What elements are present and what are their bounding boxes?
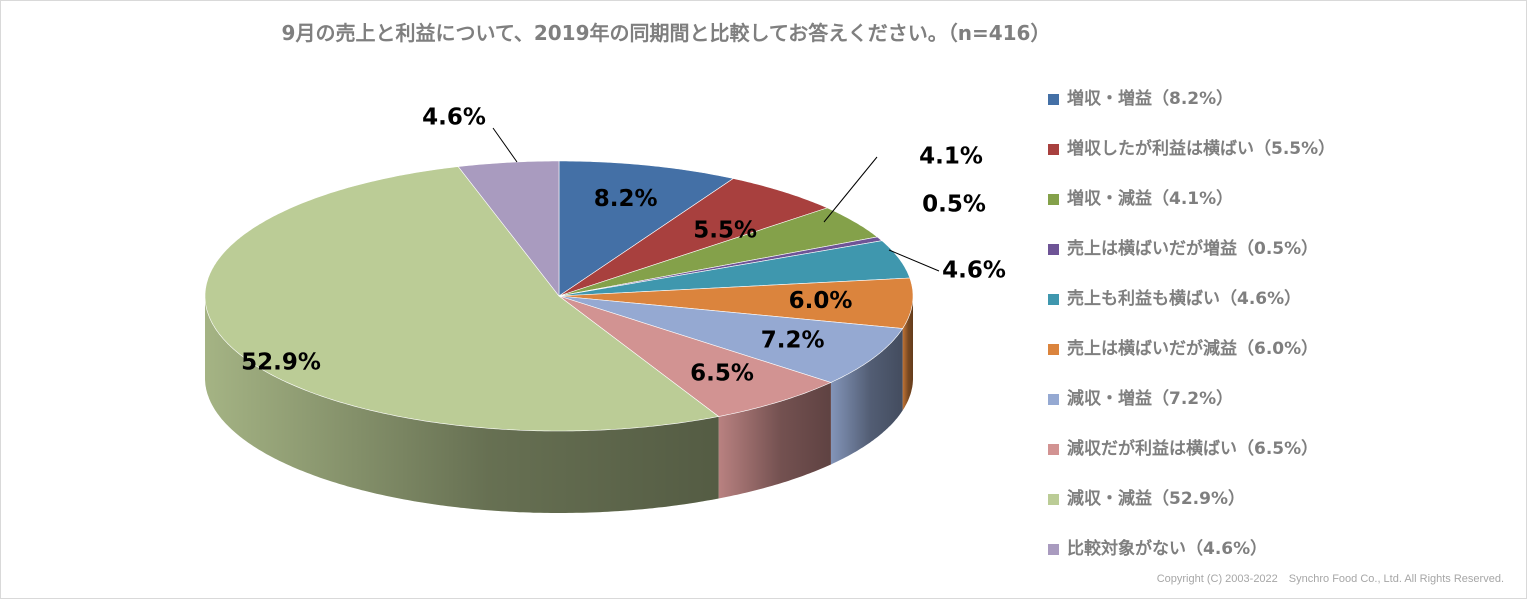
legend-swatch-6 (1048, 394, 1059, 405)
legend-label-3: 売上は横ばいだが増益（0.5%） (1067, 239, 1319, 259)
legend-swatch-3 (1048, 244, 1059, 255)
pie-slice-9 (457, 160, 560, 297)
leader-line-4 (888, 249, 940, 272)
legend-swatch-2 (1048, 194, 1059, 205)
data-label-2: 4.1% (919, 144, 983, 170)
pie-side-shade-6 (830, 328, 903, 465)
data-label-5: 6.0% (789, 288, 853, 314)
data-label-7: 6.5% (690, 361, 754, 387)
legend-label-1: 増収したが利益は横ばい（5.5%） (1067, 139, 1336, 159)
copyright-text: Copyright (C) 2003-2022 Synchro Food Co.… (1156, 573, 1504, 585)
data-label-4: 4.6% (942, 258, 1006, 284)
legend-label-5: 売上は横ばいだが減益（6.0%） (1067, 339, 1319, 359)
pie-slice-1 (558, 178, 829, 297)
pie-slice-2 (558, 207, 878, 297)
pie-slice-0 (558, 160, 735, 297)
legend-label-6: 減収・増益（7.2%） (1067, 389, 1234, 409)
pie-slice-6 (558, 295, 904, 383)
data-label-1: 5.5% (693, 217, 757, 243)
pie-slice-7 (558, 295, 832, 417)
legend-swatch-4 (1048, 294, 1059, 305)
data-label-6: 7.2% (761, 328, 825, 354)
legend-swatch-5 (1048, 344, 1059, 355)
pie-side-shade-8 (205, 296, 719, 513)
pie-slice-8 (204, 166, 720, 432)
legend-label-0: 増収・増益（8.2%） (1067, 89, 1234, 109)
data-label-8: 52.9% (241, 350, 321, 376)
legend-label-7: 減収だが利益は横ばい（6.5%） (1067, 439, 1319, 459)
legend-label-8: 減収・減益（52.9%） (1067, 489, 1245, 509)
legend-swatch-1 (1048, 144, 1059, 155)
legend-label-4: 売上も利益も横ばい（4.6%） (1067, 289, 1302, 309)
data-label-3: 0.5% (922, 192, 986, 218)
leader-line-9 (492, 127, 518, 163)
legend-swatch-8 (1048, 494, 1059, 505)
pie-chart: 8.2% 5.5% 4.1% 0.5% 4.6% 6.0% 7.2% 6.5% 52.9% 4.6… (204, 105, 1006, 513)
data-label-0: 8.2% (594, 186, 658, 212)
legend-label-9: 比較対象がない（4.6%） (1067, 539, 1268, 559)
legend-swatch-7 (1048, 444, 1059, 455)
legend-swatch-0 (1048, 94, 1059, 105)
legend-label-2: 増収・減益（4.1%） (1067, 189, 1234, 209)
pie-side-shade-7 (718, 382, 831, 499)
data-label-9: 4.6% (422, 105, 486, 131)
chart-title: 9月の売上と利益について、2019年の同期間と比較してお答えください。（n=41… (281, 21, 1051, 45)
legend-swatch-9 (1048, 544, 1059, 555)
pie-slice-5 (558, 277, 914, 329)
pie-slice-4 (558, 240, 911, 297)
leader-line-2 (823, 156, 878, 223)
